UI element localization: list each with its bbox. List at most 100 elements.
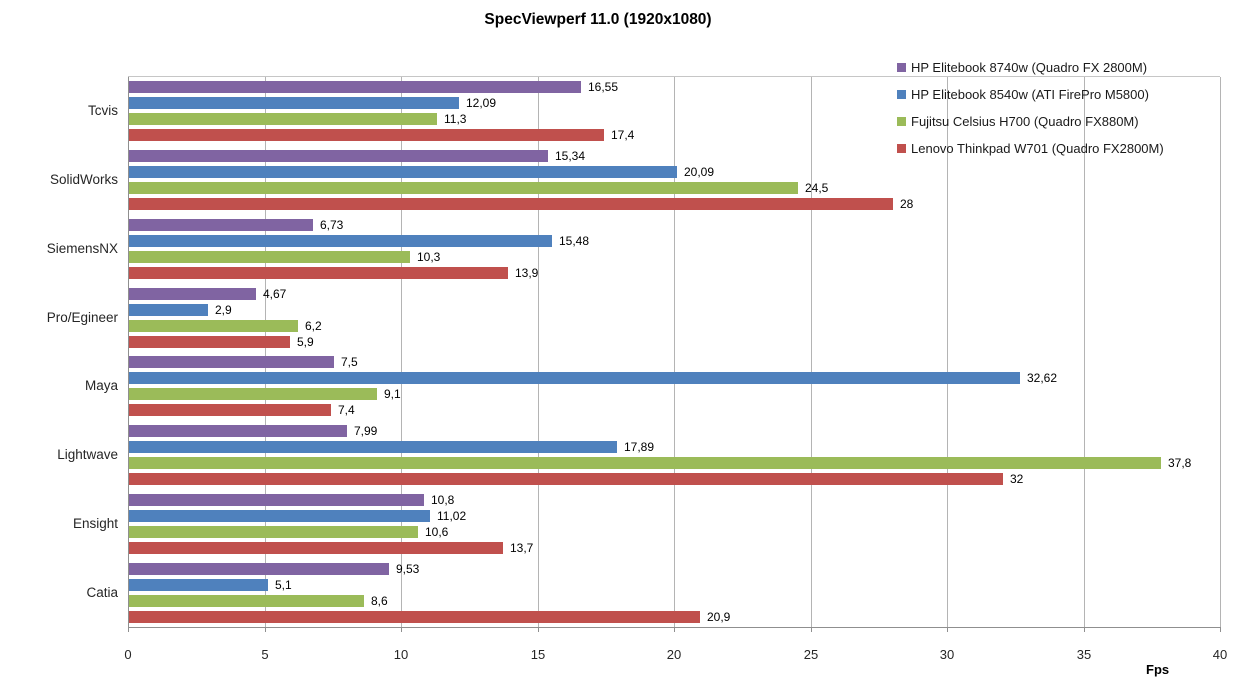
bar (129, 219, 313, 231)
category-label: Lightwave (57, 447, 118, 462)
legend-item: HP Elitebook 8540w (ATI FirePro M5800) (897, 87, 1149, 102)
x-axis-label: Fps (1146, 662, 1170, 677)
bar-value-label: 24,5 (805, 181, 829, 195)
bar (129, 542, 503, 554)
bar (129, 356, 334, 368)
bar (129, 97, 459, 109)
bar (129, 425, 347, 437)
bar (129, 579, 268, 591)
x-tick-label: 25 (803, 647, 819, 662)
x-tick-mark (674, 627, 675, 632)
x-tick-label: 0 (124, 647, 132, 662)
category-axis-line (128, 77, 129, 627)
x-tick-mark (538, 627, 539, 632)
bar (129, 510, 430, 522)
legend-item: HP Elitebook 8740w (Quadro FX 2800M) (897, 60, 1148, 75)
legend-item: Lenovo Thinkpad W701 (Quadro FX2800M) (897, 141, 1164, 156)
bar-value-label: 7,4 (338, 403, 355, 417)
legend-label: HP Elitebook 8540w (ATI FirePro M5800) (911, 87, 1149, 102)
x-tick-mark (265, 627, 266, 632)
bar (129, 388, 377, 400)
legend-label: Lenovo Thinkpad W701 (Quadro FX2800M) (911, 141, 1164, 156)
gridline (265, 77, 266, 627)
bar (129, 150, 548, 162)
bar-value-label: 13,9 (515, 266, 539, 280)
bar (129, 611, 700, 623)
bar (129, 404, 331, 416)
bar-value-label: 10,3 (417, 250, 441, 264)
bar-value-label: 7,5 (341, 355, 358, 369)
bar-value-label: 20,09 (684, 165, 715, 179)
bar (129, 336, 290, 348)
category-label: Pro/Egineer (46, 310, 118, 325)
bar (129, 182, 798, 194)
x-tick-label: 5 (261, 647, 269, 662)
category-label: Maya (84, 378, 118, 393)
legend-label: HP Elitebook 8740w (Quadro FX 2800M) (911, 60, 1148, 75)
bar-value-label: 13,7 (510, 541, 534, 555)
bar-value-label: 37,8 (1168, 456, 1192, 470)
gridline (811, 77, 812, 627)
bar-value-label: 32 (1010, 472, 1024, 486)
gridline (674, 77, 675, 627)
bar (129, 457, 1161, 469)
x-tick-mark (128, 627, 129, 632)
bar (129, 288, 256, 300)
chart-title: SpecViewperf 11.0 (1920x1080) (484, 11, 712, 28)
bar-value-label: 2,9 (215, 303, 232, 317)
bar (129, 563, 389, 575)
bar (129, 251, 410, 263)
bar (129, 304, 208, 316)
bar (129, 320, 298, 332)
bar-value-label: 5,9 (297, 335, 314, 349)
bar-value-label: 5,1 (275, 578, 292, 592)
gridline (401, 77, 402, 627)
bar-value-label: 16,55 (588, 80, 619, 94)
bar-value-label: 9,53 (396, 562, 420, 576)
bar (129, 473, 1003, 485)
x-tick-label: 30 (939, 647, 955, 662)
legend-swatch-icon (897, 144, 906, 153)
category-label: Tcvis (88, 103, 118, 118)
bar (129, 441, 617, 453)
bar-value-label: 9,1 (384, 387, 401, 401)
bar-value-label: 7,99 (354, 424, 378, 438)
x-tick-mark (811, 627, 812, 632)
gridline (1220, 77, 1221, 627)
plot-area: 16,55 15,34 6,73 4,67 7,5 7,99 10,8 9,53 12,09 20… (128, 76, 1221, 632)
bar-value-label: 8,6 (371, 594, 388, 608)
category-label: Catia (86, 585, 118, 600)
bar-value-label: 11,02 (437, 509, 467, 523)
x-tick-label: 15 (530, 647, 546, 662)
value-axis-line (128, 627, 1220, 628)
bar (129, 595, 364, 607)
x-tick-label: 40 (1212, 647, 1228, 662)
x-tick-mark (947, 627, 948, 632)
bar-value-label: 12,09 (466, 96, 497, 110)
bar-value-label: 4,67 (263, 287, 287, 301)
x-tick-label: 35 (1076, 647, 1092, 662)
category-label: SiemensNX (46, 241, 118, 256)
x-tick-label: 10 (393, 647, 409, 662)
legend-item: Fujitsu Celsius H700 (Quadro FX880M) (897, 114, 1139, 129)
legend-swatch-icon (897, 117, 906, 126)
bar-value-label: 6,2 (305, 319, 322, 333)
legend-swatch-icon (897, 90, 906, 99)
bar-value-label: 10,8 (431, 493, 455, 507)
legend-label: Fujitsu Celsius H700 (Quadro FX880M) (911, 114, 1139, 129)
category-label: Ensight (72, 516, 118, 531)
bar (129, 494, 424, 506)
bar-value-label: 15,34 (555, 149, 586, 163)
legend-swatch-icon (897, 63, 906, 72)
bar (129, 372, 1020, 384)
bar (129, 81, 581, 93)
bar-value-label: 11,3 (444, 112, 467, 126)
bar-value-label: 10,6 (425, 525, 449, 539)
bar (129, 129, 604, 141)
gridline (1084, 77, 1085, 627)
x-tick-mark (1220, 627, 1221, 632)
bar-value-label: 17,89 (624, 440, 655, 454)
bar-value-label: 28 (900, 197, 914, 211)
bar (129, 235, 552, 247)
